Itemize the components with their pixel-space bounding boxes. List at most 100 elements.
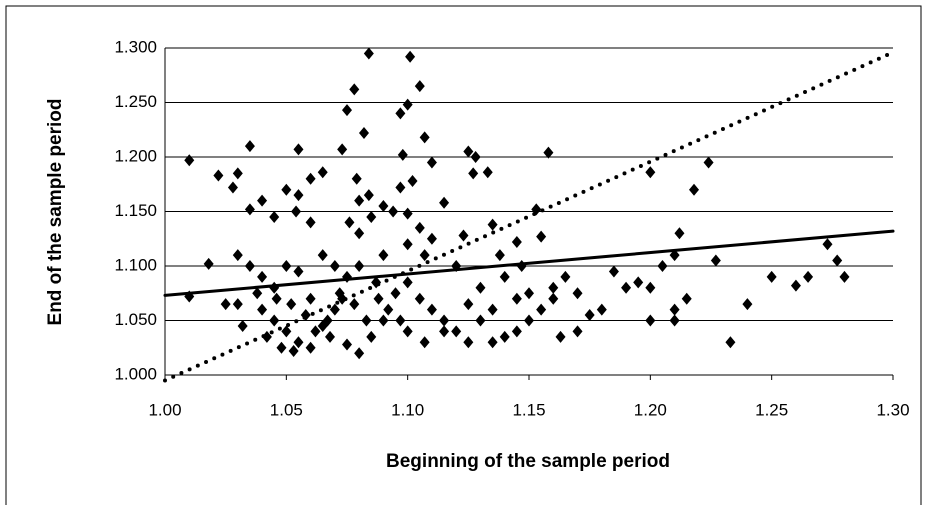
- point: [463, 298, 474, 311]
- point: [317, 249, 328, 262]
- point: [766, 270, 777, 283]
- x-tick-label: 1.15: [512, 400, 545, 419]
- point: [232, 298, 243, 311]
- point: [402, 207, 413, 220]
- point: [276, 341, 287, 354]
- y-tick-label: 1.300: [114, 37, 157, 56]
- point: [419, 249, 430, 262]
- point: [584, 309, 595, 322]
- point: [742, 298, 753, 311]
- point: [832, 254, 843, 267]
- y-tick-label: 1.100: [114, 255, 157, 274]
- point: [378, 200, 389, 213]
- x-tick-label: 1.25: [755, 400, 788, 419]
- point: [354, 347, 365, 360]
- point: [419, 336, 430, 349]
- trend-line: [163, 229, 895, 297]
- point: [322, 314, 333, 327]
- point: [329, 260, 340, 272]
- point: [281, 260, 292, 272]
- point: [402, 276, 413, 289]
- point: [426, 303, 437, 316]
- point: [220, 298, 231, 311]
- point: [439, 325, 450, 338]
- point: [351, 172, 362, 185]
- point: [548, 281, 559, 294]
- point: [419, 131, 430, 144]
- point: [269, 210, 280, 223]
- chart-border: [5, 5, 922, 505]
- point: [511, 292, 522, 305]
- point: [363, 189, 374, 202]
- point: [373, 292, 384, 305]
- point: [516, 260, 527, 272]
- point: [674, 227, 685, 240]
- point: [524, 314, 534, 327]
- point: [305, 341, 316, 354]
- point: [608, 265, 619, 278]
- point: [426, 232, 437, 245]
- point: [378, 314, 389, 327]
- point: [475, 281, 486, 294]
- point: [329, 303, 340, 316]
- point: [281, 183, 292, 196]
- point: [293, 189, 304, 202]
- point: [257, 194, 268, 207]
- point: [213, 169, 224, 182]
- point: [725, 336, 736, 349]
- trend-line: [163, 50, 895, 383]
- point: [269, 281, 280, 294]
- point: [349, 298, 360, 311]
- y-tick-label: 1.200: [114, 146, 157, 165]
- point: [402, 325, 413, 338]
- point: [293, 143, 304, 156]
- y-tick-label: 1.150: [114, 201, 157, 220]
- point: [203, 257, 214, 270]
- x-axis-label: Beginning of the sample period: [386, 451, 670, 472]
- point: [286, 298, 297, 311]
- point: [237, 319, 248, 332]
- point: [305, 172, 316, 185]
- point: [300, 309, 311, 322]
- x-tick-label: 1.10: [391, 400, 424, 419]
- point: [536, 230, 547, 243]
- point: [293, 336, 304, 349]
- point: [451, 325, 462, 338]
- point: [395, 314, 406, 327]
- point: [439, 196, 450, 209]
- point: [354, 260, 365, 272]
- point: [342, 338, 352, 351]
- point: [572, 287, 583, 300]
- point: [621, 281, 632, 294]
- point: [487, 303, 498, 316]
- point: [407, 174, 418, 187]
- point: [261, 330, 272, 343]
- point: [293, 265, 304, 278]
- point: [803, 270, 814, 283]
- point: [463, 145, 474, 158]
- point: [555, 330, 566, 343]
- point: [414, 292, 425, 305]
- point: [257, 303, 268, 316]
- point: [414, 221, 425, 234]
- x-tick-label: 1.00: [148, 400, 181, 419]
- point: [291, 205, 302, 218]
- point: [184, 154, 195, 167]
- point: [227, 181, 238, 194]
- point: [548, 292, 559, 305]
- point: [703, 156, 714, 169]
- point: [822, 238, 833, 251]
- point: [560, 270, 571, 283]
- point: [337, 143, 348, 156]
- point: [645, 281, 656, 294]
- point: [414, 80, 425, 93]
- point: [244, 260, 255, 272]
- point: [475, 314, 486, 327]
- point: [390, 287, 401, 300]
- point: [596, 303, 607, 316]
- point: [366, 210, 377, 223]
- point: [342, 104, 352, 117]
- point: [337, 292, 348, 305]
- point: [383, 303, 394, 316]
- point: [426, 156, 437, 169]
